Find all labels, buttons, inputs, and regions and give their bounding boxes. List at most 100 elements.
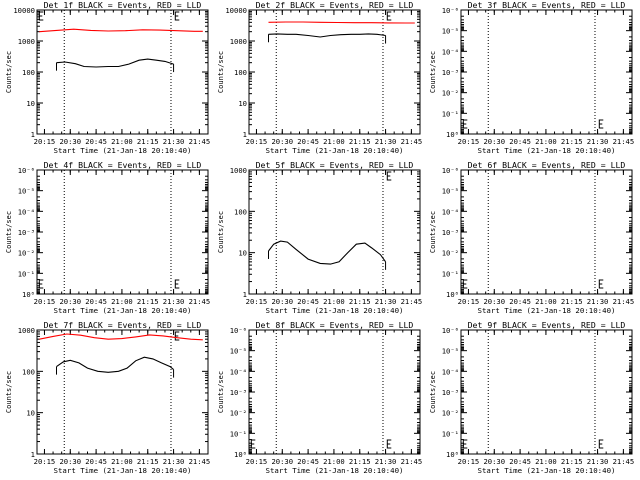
- plot-frame: [36, 9, 209, 135]
- y-tick-label: 10⁻²: [18, 249, 35, 258]
- y-axis-label: Counts/sec: [429, 371, 437, 413]
- y-tick-label: 10⁰: [446, 290, 459, 299]
- x-tick-label: 21:15: [349, 457, 371, 466]
- x-tick-label: 20:45: [85, 457, 107, 466]
- x-axis-label: Start Time (21-Jan-18 20:10:40): [478, 466, 616, 475]
- x-tick-label: 21:15: [137, 297, 159, 306]
- x-tick-label: 20:30: [271, 457, 293, 466]
- y-tick-label: 10⁻¹: [442, 429, 459, 438]
- y-tick-label: 1000: [18, 326, 35, 335]
- x-tick-label: 21:45: [189, 137, 211, 146]
- y-tick-label: 10⁻¹: [230, 429, 247, 438]
- x-tick-label: 21:00: [323, 137, 345, 146]
- x-tick-label: 21:30: [587, 297, 609, 306]
- y-tick-label: 10⁻⁴: [442, 367, 459, 376]
- x-tick-label: 20:15: [458, 457, 480, 466]
- bracket-marker: [386, 171, 392, 181]
- x-tick-label: 21:45: [401, 297, 423, 306]
- x-axis-label: Start Time (21-Jan-18 20:10:40): [266, 466, 404, 475]
- x-tick-label: 21:00: [535, 297, 557, 306]
- x-tick-label: 21:30: [375, 297, 397, 306]
- y-tick-label: 1: [243, 130, 247, 139]
- x-tick-label: 21:45: [613, 297, 635, 306]
- y-tick-label: 10⁻⁵: [442, 347, 459, 356]
- x-tick-label: 21:15: [561, 457, 583, 466]
- x-tick-label: 20:45: [85, 137, 107, 146]
- bracket-marker: [250, 439, 256, 449]
- y-axis-label: Counts/sec: [5, 211, 13, 253]
- x-tick-label: 21:00: [535, 457, 557, 466]
- y-tick-label: 10⁻²: [442, 409, 459, 418]
- y-tick-label: 10: [238, 249, 247, 258]
- y-tick-label: 10⁻³: [442, 228, 459, 237]
- chart-title: Det 2f BLACK = Events, RED = LLD: [256, 0, 414, 10]
- x-tick-label: 20:30: [483, 137, 505, 146]
- events-series-line: [56, 58, 174, 68]
- lld-series-line: [268, 21, 415, 24]
- y-axis-label: Counts/sec: [217, 211, 225, 253]
- x-tick-label: 21:00: [323, 457, 345, 466]
- y-tick-label: 10⁻⁶: [442, 326, 459, 335]
- bracket-marker: [598, 279, 604, 289]
- x-tick-label: 21:00: [535, 137, 557, 146]
- events-series-line: [268, 240, 387, 265]
- bracket-marker: [462, 119, 468, 129]
- x-tick-label: 21:15: [561, 297, 583, 306]
- bracket-marker: [462, 279, 468, 289]
- x-tick-label: 20:30: [59, 457, 81, 466]
- x-tick-label: 20:15: [458, 297, 480, 306]
- plot-frame: [248, 169, 421, 295]
- bracket-marker: [38, 11, 44, 21]
- chart-title: Det 7f BLACK = Events, RED = LLD: [44, 320, 202, 330]
- y-axis-label: Counts/sec: [217, 51, 225, 93]
- x-tick-label: 20:30: [59, 137, 81, 146]
- chart-panel: Det 2f BLACK = Events, RED = LLD 1 10 100 10…: [217, 0, 422, 155]
- y-tick-label: 10⁻⁴: [442, 207, 459, 216]
- bracket-marker: [598, 439, 604, 449]
- x-tick-label: 20:30: [271, 297, 293, 306]
- y-tick-label: 100: [22, 68, 35, 77]
- y-tick-label: 1: [31, 130, 35, 139]
- x-tick-label: 21:15: [561, 137, 583, 146]
- chart-title: Det 3f BLACK = Events, RED = LLD: [468, 0, 626, 10]
- x-tick-label: 21:15: [137, 137, 159, 146]
- x-tick-label: 20:15: [34, 137, 56, 146]
- x-axis-label: Start Time (21-Jan-18 20:10:40): [54, 146, 192, 155]
- y-tick-label: 10: [238, 99, 247, 108]
- y-tick-label: 10⁻⁶: [230, 326, 247, 335]
- x-tick-label: 20:30: [483, 457, 505, 466]
- chart-title: Det 5f BLACK = Events, RED = LLD: [256, 160, 414, 170]
- plot-frame: [36, 169, 209, 295]
- x-tick-label: 21:00: [111, 137, 133, 146]
- bracket-marker: [462, 439, 468, 449]
- y-tick-label: 10⁻⁴: [18, 207, 35, 216]
- x-tick-label: 21:15: [137, 457, 159, 466]
- bracket-marker: [38, 279, 44, 289]
- chart-title: Det 9f BLACK = Events, RED = LLD: [468, 320, 626, 330]
- x-tick-label: 20:45: [297, 457, 319, 466]
- x-tick-label: 20:15: [246, 137, 268, 146]
- bracket-marker: [386, 11, 392, 21]
- x-tick-label: 21:30: [163, 137, 185, 146]
- plot-frame: [460, 329, 633, 455]
- x-tick-label: 21:30: [375, 457, 397, 466]
- x-tick-label: 21:30: [163, 457, 185, 466]
- plot-frame: [36, 329, 209, 455]
- chart-title: Det 1f BLACK = Events, RED = LLD: [44, 0, 202, 10]
- x-tick-label: 20:15: [34, 297, 56, 306]
- y-tick-label: 10⁰: [446, 450, 459, 459]
- x-tick-label: 20:15: [246, 297, 268, 306]
- chart-panel: Det 1f BLACK = Events, RED = LLD 1 10 100 10…: [5, 0, 210, 155]
- x-tick-label: 20:45: [509, 137, 531, 146]
- y-tick-label: 1000: [230, 37, 247, 46]
- chart-title: Det 4f BLACK = Events, RED = LLD: [44, 160, 202, 170]
- y-tick-label: 10⁻¹: [18, 269, 35, 278]
- y-tick-label: 10: [26, 409, 35, 418]
- chart-title: Det 6f BLACK = Events, RED = LLD: [468, 160, 626, 170]
- y-tick-label: 10⁻³: [442, 68, 459, 77]
- x-tick-label: 21:00: [111, 457, 133, 466]
- events-series-line: [268, 33, 386, 38]
- x-axis-label: Start Time (21-Jan-18 20:10:40): [478, 306, 616, 315]
- y-tick-label: 10⁻⁴: [230, 367, 247, 376]
